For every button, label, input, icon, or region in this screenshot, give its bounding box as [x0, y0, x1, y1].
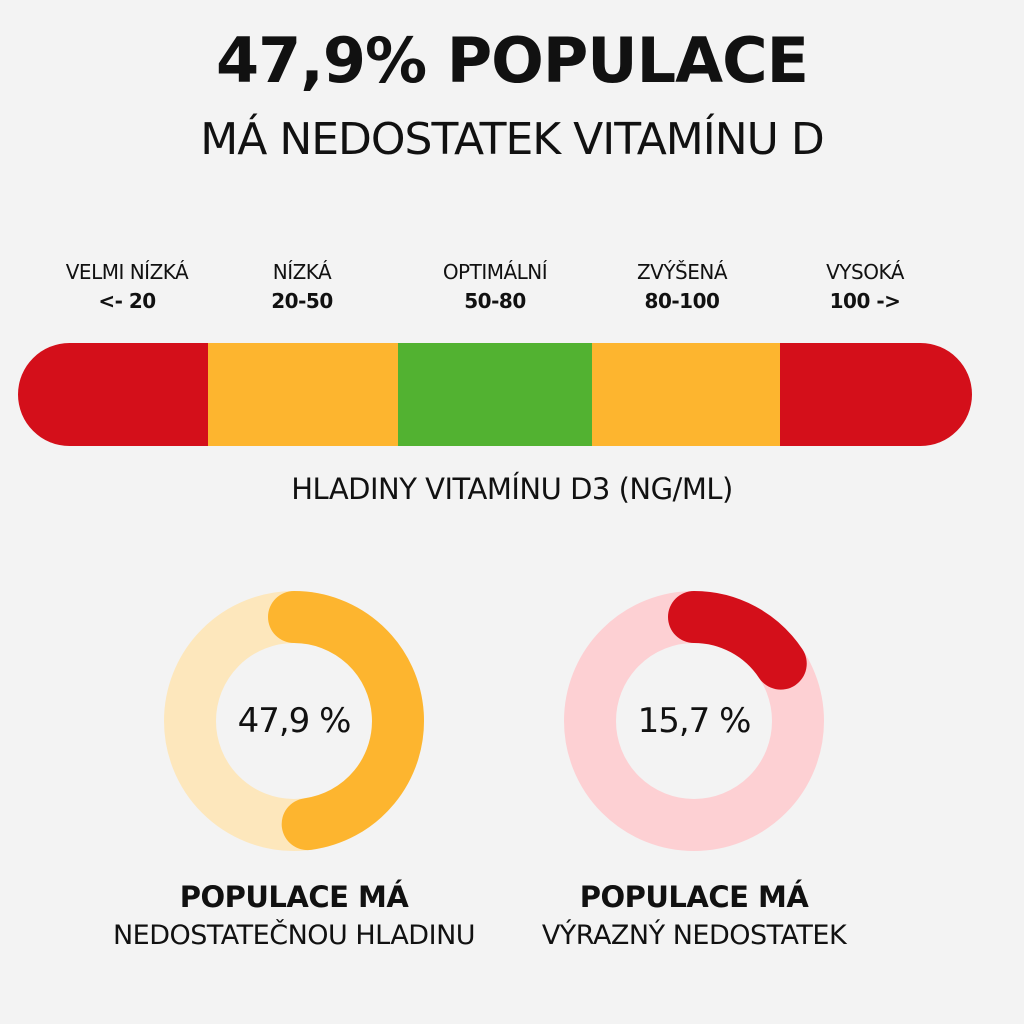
donut-chart-deficient [564, 591, 824, 851]
scale-category-5: VYSOKÁ 100 -> [770, 258, 960, 316]
scale-category-2: NÍZKÁ 20-50 [207, 258, 397, 316]
scale-category-4: ZVÝŠENÁ 80-100 [587, 258, 777, 316]
donut-deficient-value-arc [668, 591, 807, 690]
donut-chart-insufficient [164, 591, 424, 851]
page-subtitle: MÁ NEDOSTATEK VITAMÍNU D [200, 114, 824, 165]
donut-value-insufficient: 47,9 % [237, 701, 352, 741]
scale-segment-4 [592, 343, 780, 446]
caption-bold-insufficient: POPULACE MÁ [179, 880, 409, 914]
caption-insufficient: POPULACE MÁ NEDOSTATEČNOU HLADINU [74, 878, 514, 956]
caption-text-deficient: VÝRAZNÝ NEDOSTATEK [541, 920, 847, 951]
scale-segment-3 [398, 343, 592, 446]
page-title: 47,9% POPULACE [216, 24, 809, 97]
donut-insufficient-value-arc [268, 591, 424, 851]
scale-category-1: VELMI NÍZKÁ <- 20 [32, 258, 222, 316]
scale-category-range: 50-80 [464, 289, 526, 313]
scale-category-range: 100 -> [829, 289, 901, 313]
scale-category-range: 20-50 [271, 289, 333, 313]
scale-category-name: ZVÝŠENÁ [636, 260, 728, 284]
caption-bold-deficient: POPULACE MÁ [579, 880, 809, 914]
vitamin-d-level-scale-bar [18, 343, 972, 446]
caption-text-insufficient: NEDOSTATEČNOU HLADINU [112, 920, 476, 951]
scale-category-name: VELMI NÍZKÁ [65, 260, 189, 284]
scale-segment-2 [208, 343, 398, 446]
caption-deficient: POPULACE MÁ VÝRAZNÝ NEDOSTATEK [474, 878, 914, 956]
scale-category-name: NÍZKÁ [272, 260, 332, 284]
donut-value-deficient: 15,7 % [637, 701, 752, 741]
scale-category-3: OPTIMÁLNÍ 50-80 [400, 258, 590, 316]
scale-category-range: 80-100 [644, 289, 720, 313]
scale-axis-label: HLADINY VITAMÍNU D3 (NG/ML) [291, 472, 733, 506]
scale-category-name: VYSOKÁ [826, 260, 904, 284]
scale-category-range: <- 20 [98, 289, 156, 313]
scale-segment-1 [18, 343, 208, 446]
scale-segment-5 [780, 343, 972, 446]
scale-category-name: OPTIMÁLNÍ [442, 260, 548, 284]
